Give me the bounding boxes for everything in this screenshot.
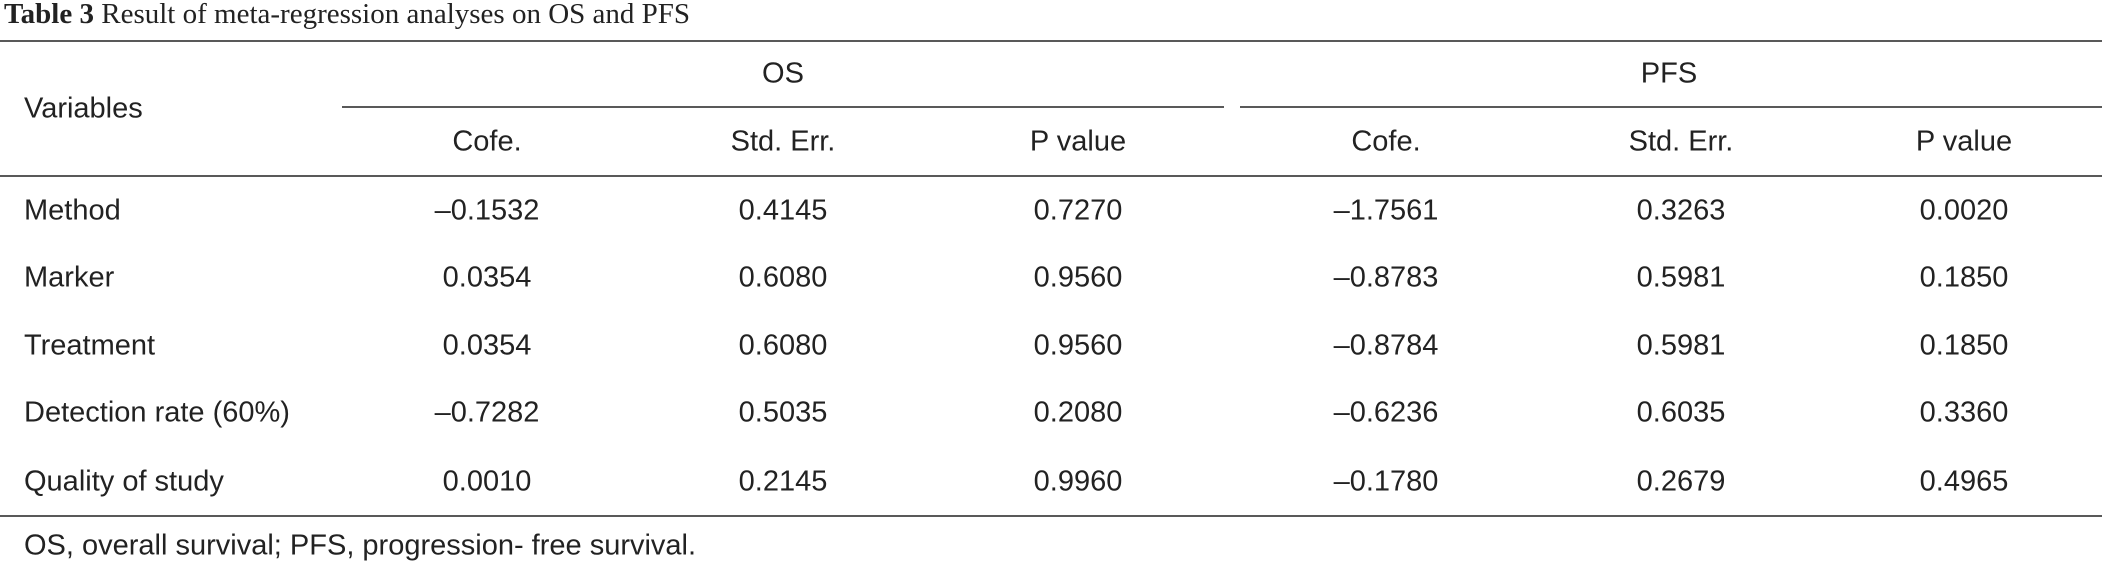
column-header: P value	[1030, 126, 1126, 158]
cell: 0.9560	[1034, 330, 1123, 362]
cell: 0.0020	[1920, 195, 2009, 227]
row-header: Variables	[24, 93, 143, 125]
column-header: Cofe.	[452, 126, 521, 158]
caption-text: Result of meta-regression analyses on OS…	[101, 0, 690, 30]
row-label: Method	[24, 195, 121, 227]
caption-label: Table 3	[4, 0, 94, 30]
cell: 0.3360	[1920, 397, 2009, 429]
column-header: Cofe.	[1351, 126, 1420, 158]
column-header: P value	[1916, 126, 2012, 158]
cell: 0.2080	[1034, 397, 1123, 429]
row-label: Quality of study	[24, 466, 224, 498]
cell: 0.4965	[1920, 466, 2009, 498]
cell: –0.1780	[1334, 466, 1439, 498]
cell: –1.7561	[1334, 195, 1439, 227]
table-caption: Table 3 Result of meta-regression analys…	[4, 0, 690, 30]
row-label: Marker	[24, 262, 115, 294]
cell: 0.5035	[739, 397, 828, 429]
cell: –0.6236	[1334, 397, 1439, 429]
group-header: PFS	[1641, 58, 1697, 90]
cell: 0.5981	[1637, 262, 1726, 294]
group-header: OS	[762, 58, 804, 90]
cell: 0.1850	[1920, 330, 2009, 362]
cell: –0.7282	[435, 397, 540, 429]
footnote: OS, overall survival; PFS, progression- …	[24, 530, 696, 562]
cell: 0.7270	[1034, 195, 1123, 227]
cell: –0.8784	[1334, 330, 1439, 362]
cell: 0.4145	[739, 195, 828, 227]
column-header: Std. Err.	[1629, 126, 1734, 158]
cell: –0.1532	[435, 195, 540, 227]
cell: 0.6080	[739, 330, 828, 362]
cell: 0.2145	[739, 466, 828, 498]
cell: –0.8783	[1334, 262, 1439, 294]
cell: 0.9560	[1034, 262, 1123, 294]
cell: 0.6035	[1637, 397, 1726, 429]
cell: 0.2679	[1637, 466, 1726, 498]
cell: 0.0010	[443, 466, 532, 498]
cell: 0.3263	[1637, 195, 1726, 227]
row-label: Treatment	[24, 330, 155, 362]
cell: 0.0354	[443, 330, 532, 362]
cell: 0.1850	[1920, 262, 2009, 294]
cell: 0.0354	[443, 262, 532, 294]
row-label: Detection rate (60%)	[24, 397, 290, 429]
cell: 0.6080	[739, 262, 828, 294]
cell: 0.9960	[1034, 466, 1123, 498]
cell: 0.5981	[1637, 330, 1726, 362]
column-header: Std. Err.	[731, 126, 836, 158]
